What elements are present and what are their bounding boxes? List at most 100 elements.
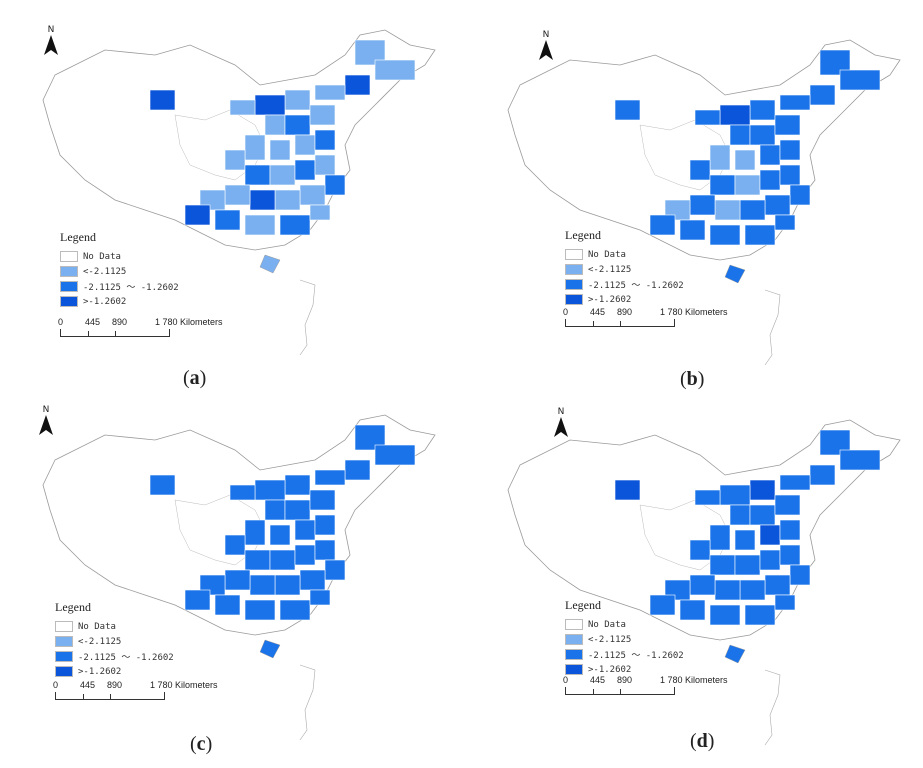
map-region — [764, 574, 791, 596]
map-region — [309, 589, 331, 606]
map-region — [279, 214, 311, 236]
map-region — [749, 124, 776, 146]
map-region — [759, 524, 781, 546]
map-region — [314, 514, 336, 536]
map-region — [224, 149, 246, 171]
legend-item: -2.1125 ～ -1.2602 — [565, 277, 684, 292]
map-region — [614, 99, 641, 121]
legend-item: >-1.2602 — [565, 292, 684, 307]
map-region — [764, 194, 791, 216]
map-region — [224, 534, 246, 556]
map-region — [244, 599, 276, 621]
legend-swatch-nodata — [60, 251, 78, 262]
map-region — [744, 604, 776, 626]
map-region — [244, 519, 266, 546]
legend-item: <-2.1125 — [60, 264, 179, 279]
map-region — [759, 144, 781, 166]
map-region — [269, 549, 296, 571]
china-map-b — [507, 39, 901, 366]
map-region — [374, 444, 416, 466]
legend-item: <-2.1125 — [565, 262, 684, 277]
scale-bar: 0 445 890 1 780 Kilometers — [563, 675, 755, 695]
map-region — [709, 554, 736, 576]
panel-caption: (c) — [190, 733, 213, 755]
map-region — [729, 504, 751, 526]
map-region — [679, 599, 706, 621]
map-region — [324, 559, 346, 581]
map-panel-d: N Legend No Data <-2.1125 -2.1125 ～ -1.2… — [480, 395, 920, 760]
map-region — [249, 574, 276, 596]
map-region — [184, 204, 211, 226]
map-region — [714, 579, 741, 601]
legend-item: -2.1125 ～ -1.2602 — [55, 649, 174, 664]
map-region — [649, 214, 676, 236]
north-label: N — [42, 405, 50, 415]
map-region — [229, 484, 256, 501]
map-region — [774, 114, 801, 136]
north-arrow-icon — [44, 35, 58, 55]
north-label: N — [557, 407, 565, 417]
map-region — [214, 594, 241, 616]
map-region — [254, 479, 286, 501]
panel-caption: (a) — [183, 367, 207, 389]
legend-item: <-2.1125 — [565, 632, 684, 647]
map-region — [229, 99, 256, 116]
map-region — [694, 489, 721, 506]
legend-item: >-1.2602 — [55, 664, 174, 679]
map-region — [759, 549, 781, 571]
legend: Legend No Data <-2.1125 -2.1125 ～ -1.260… — [565, 598, 684, 677]
scale-bar: 0 445 890 1 780 Kilometers — [58, 317, 250, 337]
map-region — [309, 489, 336, 511]
map-region — [214, 209, 241, 231]
legend-swatch-medium — [60, 281, 78, 292]
map-region — [309, 204, 331, 221]
map-region — [294, 134, 316, 156]
map-region — [839, 69, 881, 91]
map-region — [744, 224, 776, 246]
map-region — [734, 149, 756, 171]
legend-item: -2.1125 ～ -1.2602 — [60, 279, 179, 294]
map-region — [244, 214, 276, 236]
map-region — [224, 569, 251, 591]
legend-title: Legend — [565, 598, 601, 612]
north-arrow: N — [35, 405, 57, 441]
map-region — [689, 574, 716, 596]
map-region — [714, 199, 741, 221]
map-region — [779, 474, 811, 491]
map-region — [734, 529, 756, 551]
map-region — [734, 554, 761, 576]
legend-title: Legend — [55, 600, 91, 614]
map-region — [344, 459, 371, 481]
map-region — [344, 74, 371, 96]
map-region — [314, 84, 346, 101]
map-region — [274, 574, 301, 596]
map-region — [739, 199, 766, 221]
north-arrow: N — [535, 30, 557, 66]
map-region — [274, 189, 301, 211]
map-region — [779, 164, 801, 186]
map-region — [269, 164, 296, 186]
north-label: N — [542, 30, 550, 40]
map-region — [374, 59, 416, 81]
map-region — [689, 159, 711, 181]
china-map-c — [42, 414, 436, 741]
map-region — [789, 564, 811, 586]
scale-line — [565, 687, 675, 695]
legend-item: >-1.2602 — [565, 662, 684, 677]
legend-title: Legend — [565, 228, 601, 242]
map-region — [269, 524, 291, 546]
legend-item: No Data — [565, 617, 684, 632]
map-region — [709, 604, 741, 626]
legend: Legend No Data <-2.1125 -2.1125 ～ -1.260… — [565, 228, 684, 307]
map-region — [149, 474, 176, 496]
map-region — [279, 599, 311, 621]
map-region — [264, 499, 286, 521]
map-region — [809, 464, 836, 486]
map-region — [774, 214, 796, 231]
map-region — [614, 479, 641, 501]
map-region — [759, 169, 781, 191]
map-region — [309, 104, 336, 126]
china-map-a — [42, 29, 436, 356]
map-region — [324, 174, 346, 196]
scale-label: 0 — [58, 317, 64, 327]
